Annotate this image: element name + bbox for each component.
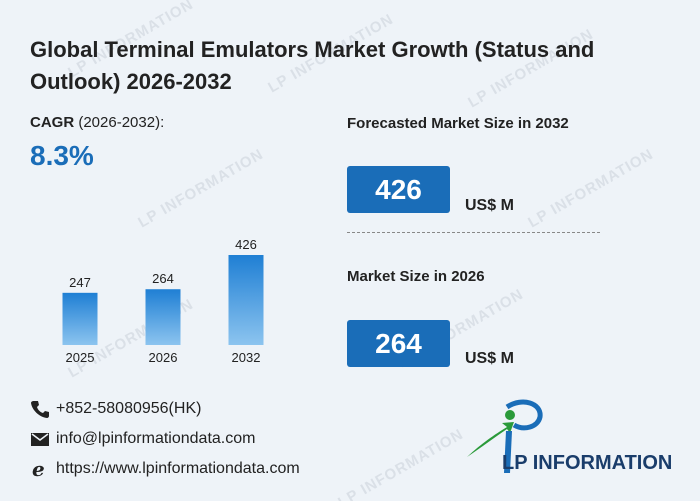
current-value-box: 264 xyxy=(347,320,450,367)
bar-2032 xyxy=(228,255,264,345)
contact-phone: +852-58080956(HK) xyxy=(30,399,201,419)
contact-email: info@lpinformationdata.com xyxy=(30,429,255,449)
forecast-unit: US$ M xyxy=(465,197,514,214)
logo-text: LP INFORMATION xyxy=(502,452,672,474)
divider xyxy=(347,232,600,233)
bar-value-label: 264 xyxy=(152,271,174,286)
phone-text[interactable]: +852-58080956(HK) xyxy=(56,400,202,417)
forecast-value-box: 426 xyxy=(347,166,450,213)
lp-information-logo: LP INFORMATION xyxy=(467,399,672,474)
category-label: 2025 xyxy=(66,350,95,365)
page-title: Global Terminal Emulators Market Growth … xyxy=(30,37,595,94)
category-label: 2032 xyxy=(232,350,261,365)
market-size-bar-chart: 247 2025 264 2026 426 2032 xyxy=(62,237,264,365)
cagr-label-bold: CAGR xyxy=(30,114,75,131)
bar-value-label: 247 xyxy=(69,275,91,290)
logo-arrow-icon xyxy=(467,422,514,457)
bar-2025 xyxy=(62,292,98,345)
watermark-text: LP INFORMATION xyxy=(335,425,467,501)
cagr-label: CAGR (2026-2032): xyxy=(30,114,164,131)
email-text[interactable]: info@lpinformationdata.com xyxy=(56,430,256,447)
logo-swoosh-icon xyxy=(505,399,543,431)
bar-value-label: 426 xyxy=(235,237,257,252)
email-icon xyxy=(31,433,49,446)
current-unit: US$ M xyxy=(465,350,514,367)
contact-website: e https://www.lpinformationdata.com xyxy=(30,459,300,479)
logo-dot-icon xyxy=(505,410,515,420)
svg-text:e: e xyxy=(32,459,45,479)
cagr-label-period: (2026-2032): xyxy=(74,114,165,131)
website-text[interactable]: https://www.lpinformationdata.com xyxy=(56,460,300,477)
web-icon: e xyxy=(32,459,45,479)
category-label: 2026 xyxy=(149,350,178,365)
bar-2026 xyxy=(145,289,181,345)
cagr-value: 8.3% xyxy=(30,140,94,171)
watermark-text: LP INFORMATION xyxy=(525,145,657,232)
phone-icon xyxy=(31,401,49,418)
forecast-label: Forecasted Market Size in 2032 xyxy=(347,115,569,132)
current-size-label: Market Size in 2026 xyxy=(347,268,485,285)
watermark-text: LP INFORMATION xyxy=(135,145,267,232)
